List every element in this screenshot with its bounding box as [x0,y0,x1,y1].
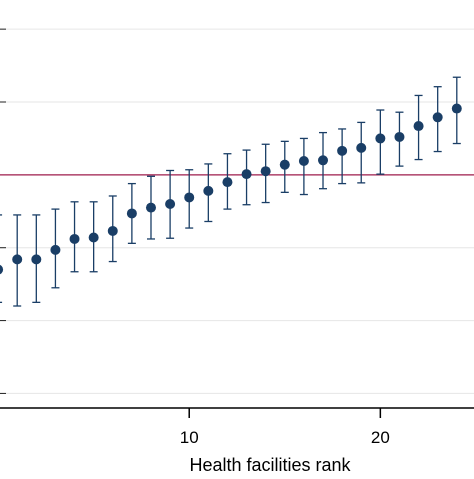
data-point [0,264,4,275]
error-bars [0,76,461,307]
data-point [184,192,195,203]
data-point [203,185,214,196]
data-point [50,244,61,255]
data-point [222,177,233,188]
data-point [394,131,405,142]
data-point [126,208,137,219]
x-tick-label: 10 [180,428,199,447]
data-point [318,155,329,166]
data-point [279,159,290,170]
data-point [107,225,118,236]
data-point [356,142,367,153]
data-point [413,121,424,132]
x-axis-label: Health facilities rank [189,455,351,474]
x-axis: 10 20 [0,407,474,447]
data-point [337,145,348,156]
data-point [375,133,386,144]
data-point [260,166,271,177]
data-point [31,254,42,265]
data-point [88,232,99,243]
data-points [0,103,462,275]
data-point [69,233,80,244]
data-point [12,254,23,265]
data-point [165,199,176,209]
data-point [298,156,309,167]
data-point [241,169,252,180]
data-point [451,103,462,114]
data-point [145,202,156,213]
data-point [432,112,443,123]
x-tick-label: 20 [371,428,390,447]
gridlines [0,28,474,394]
